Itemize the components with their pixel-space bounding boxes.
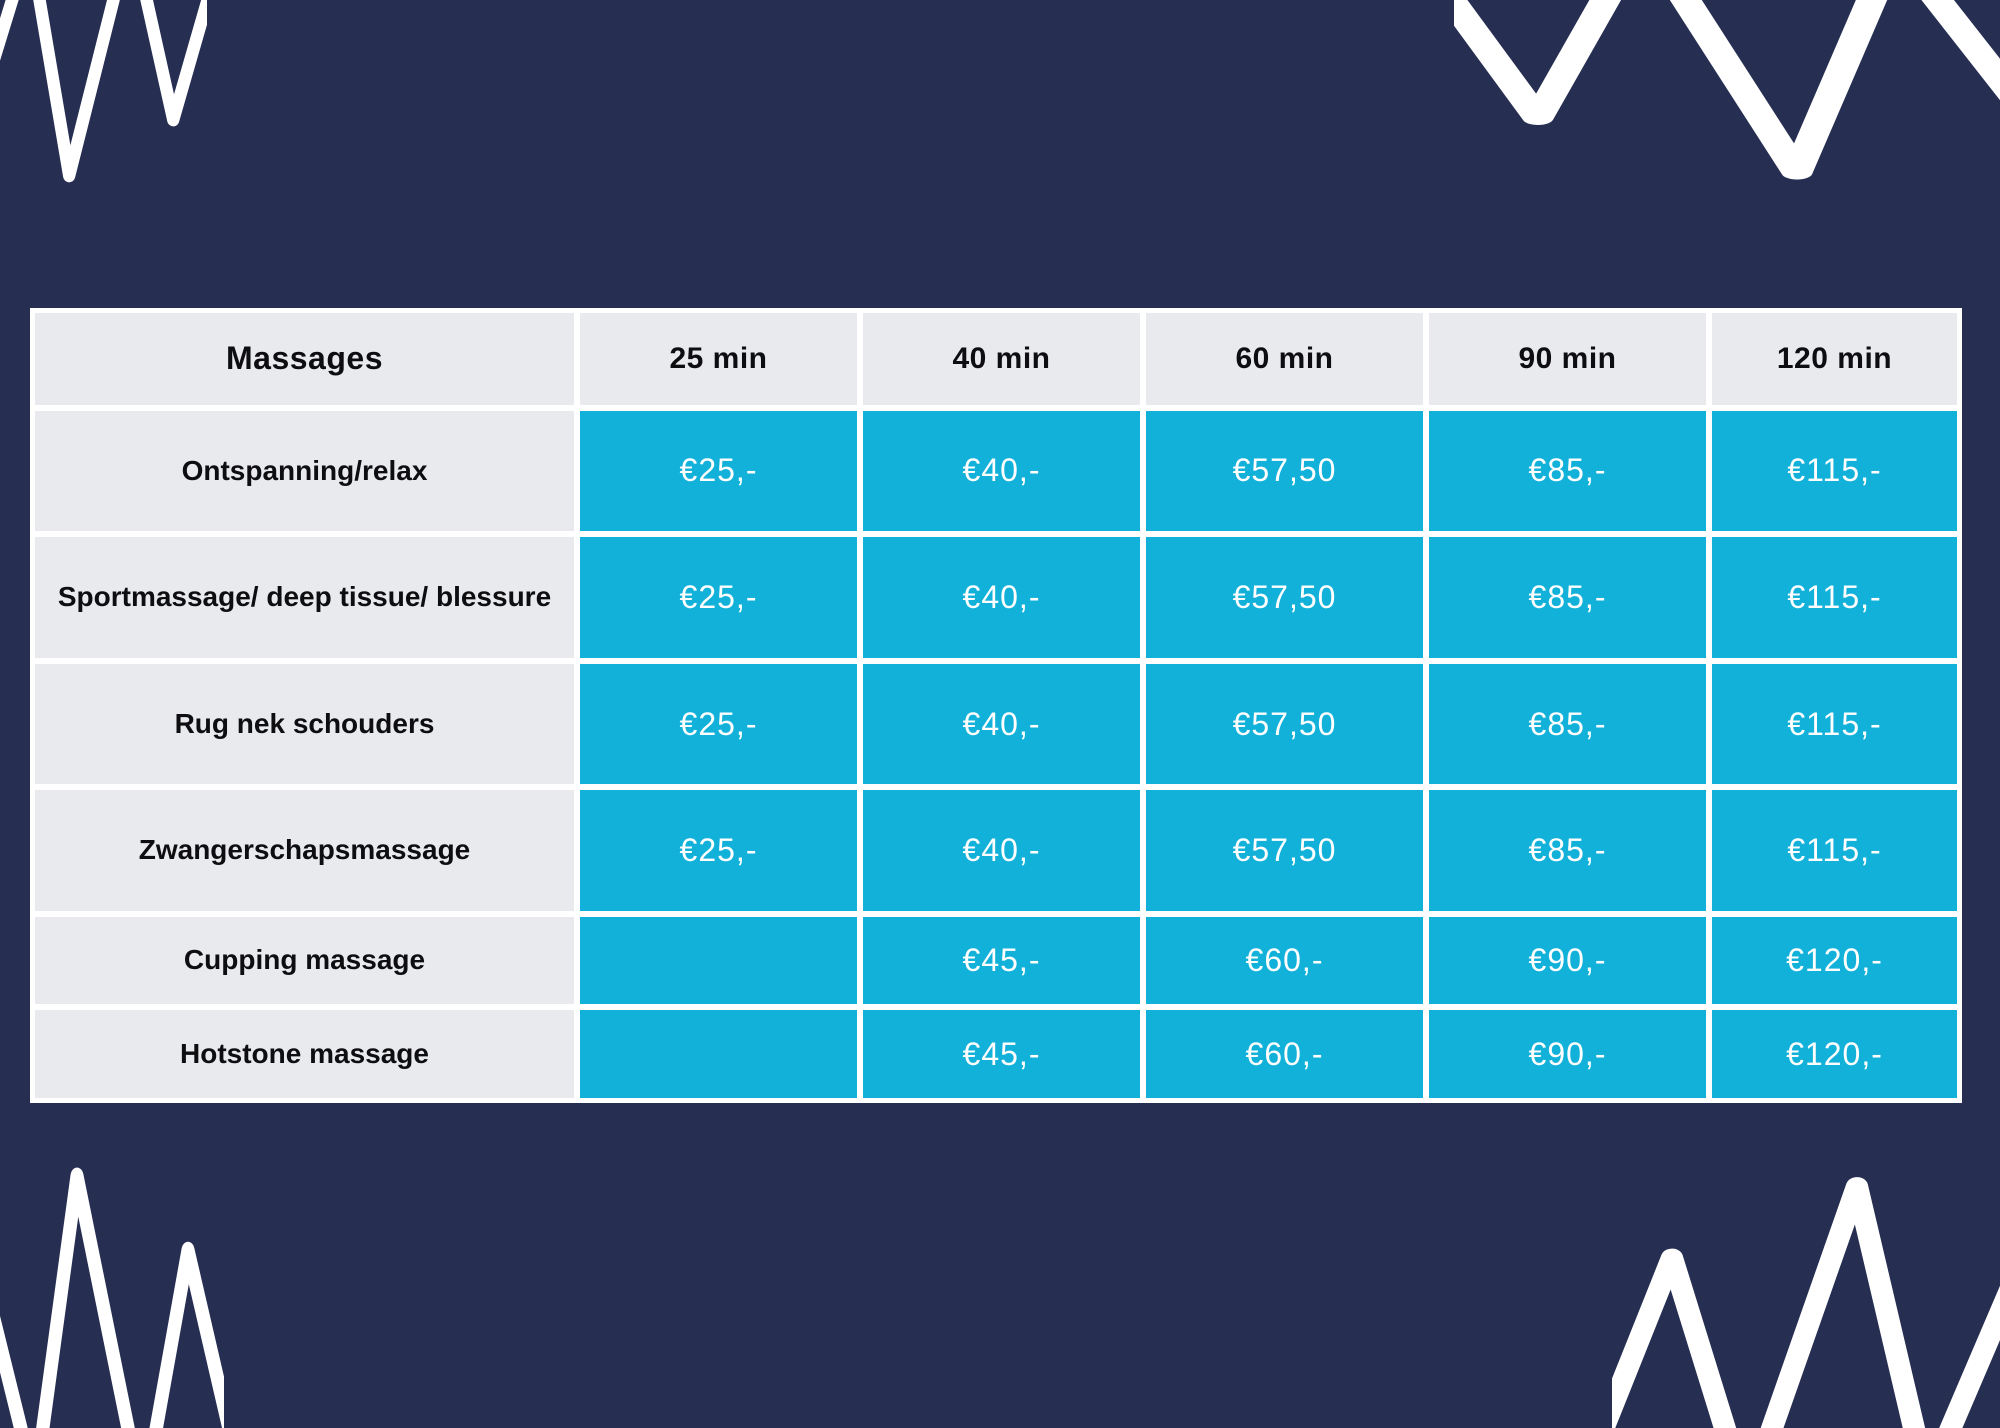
price-cell-0-2: €57,50 xyxy=(1146,410,1423,532)
column-header-1: 40 min xyxy=(863,313,1140,405)
column-header-3: 90 min xyxy=(1429,313,1706,405)
corner-scribble-bottom-right-icon xyxy=(1612,1177,2000,1428)
price-cell-3-4: €115,- xyxy=(1712,790,1957,911)
price-cell-5-0 xyxy=(580,1010,857,1098)
price-cell-1-0: €25,- xyxy=(580,537,857,658)
price-cell-5-1: €45,- xyxy=(863,1010,1140,1098)
row-label-5: Hotstone massage xyxy=(35,1010,574,1098)
price-cell-5-3: €90,- xyxy=(1429,1010,1706,1098)
row-label-2: Rug nek schouders xyxy=(35,663,574,785)
row-label-1: Sportmassage/ deep tissue/ blessure xyxy=(35,537,574,658)
price-cell-5-4: €120,- xyxy=(1712,1010,1957,1098)
price-cell-0-3: €85,- xyxy=(1429,410,1706,532)
price-cell-4-1: €45,- xyxy=(863,916,1140,1005)
price-cell-5-2: €60,- xyxy=(1146,1010,1423,1098)
price-cell-4-2: €60,- xyxy=(1146,916,1423,1005)
price-cell-2-1: €40,- xyxy=(863,663,1140,785)
price-cell-1-4: €115,- xyxy=(1712,537,1957,658)
row-label-0: Ontspanning/relax xyxy=(35,410,574,532)
row-label-4: Cupping massage xyxy=(35,916,574,1005)
corner-scribble-bottom-left-icon xyxy=(0,1167,224,1428)
price-cell-2-2: €57,50 xyxy=(1146,663,1423,785)
price-cell-4-3: €90,- xyxy=(1429,916,1706,1005)
price-cell-0-1: €40,- xyxy=(863,410,1140,532)
column-header-2: 60 min xyxy=(1146,313,1423,405)
price-cell-3-0: €25,- xyxy=(580,790,857,911)
price-cell-2-0: €25,- xyxy=(580,663,857,785)
price-cell-4-0 xyxy=(580,916,857,1005)
price-cell-2-4: €115,- xyxy=(1712,663,1957,785)
corner-scribble-top-left-icon xyxy=(0,0,207,183)
price-cell-1-2: €57,50 xyxy=(1146,537,1423,658)
row-label-3: Zwangerschapsmassage xyxy=(35,790,574,911)
price-cell-3-2: €57,50 xyxy=(1146,790,1423,911)
price-cell-0-4: €115,- xyxy=(1712,410,1957,532)
price-cell-1-1: €40,- xyxy=(863,537,1140,658)
price-cell-3-1: €40,- xyxy=(863,790,1140,911)
massage-price-table: Massages 25 min 40 min 60 min 90 min 120 min O… xyxy=(30,308,1962,1103)
price-cell-3-3: €85,- xyxy=(1429,790,1706,911)
column-header-massages: Massages xyxy=(35,313,574,405)
corner-scribble-top-right-icon xyxy=(1454,0,2000,180)
price-cell-4-4: €120,- xyxy=(1712,916,1957,1005)
column-header-4: 120 min xyxy=(1712,313,1957,405)
price-cell-0-0: €25,- xyxy=(580,410,857,532)
price-cell-2-3: €85,- xyxy=(1429,663,1706,785)
column-header-0: 25 min xyxy=(580,313,857,405)
price-cell-1-3: €85,- xyxy=(1429,537,1706,658)
